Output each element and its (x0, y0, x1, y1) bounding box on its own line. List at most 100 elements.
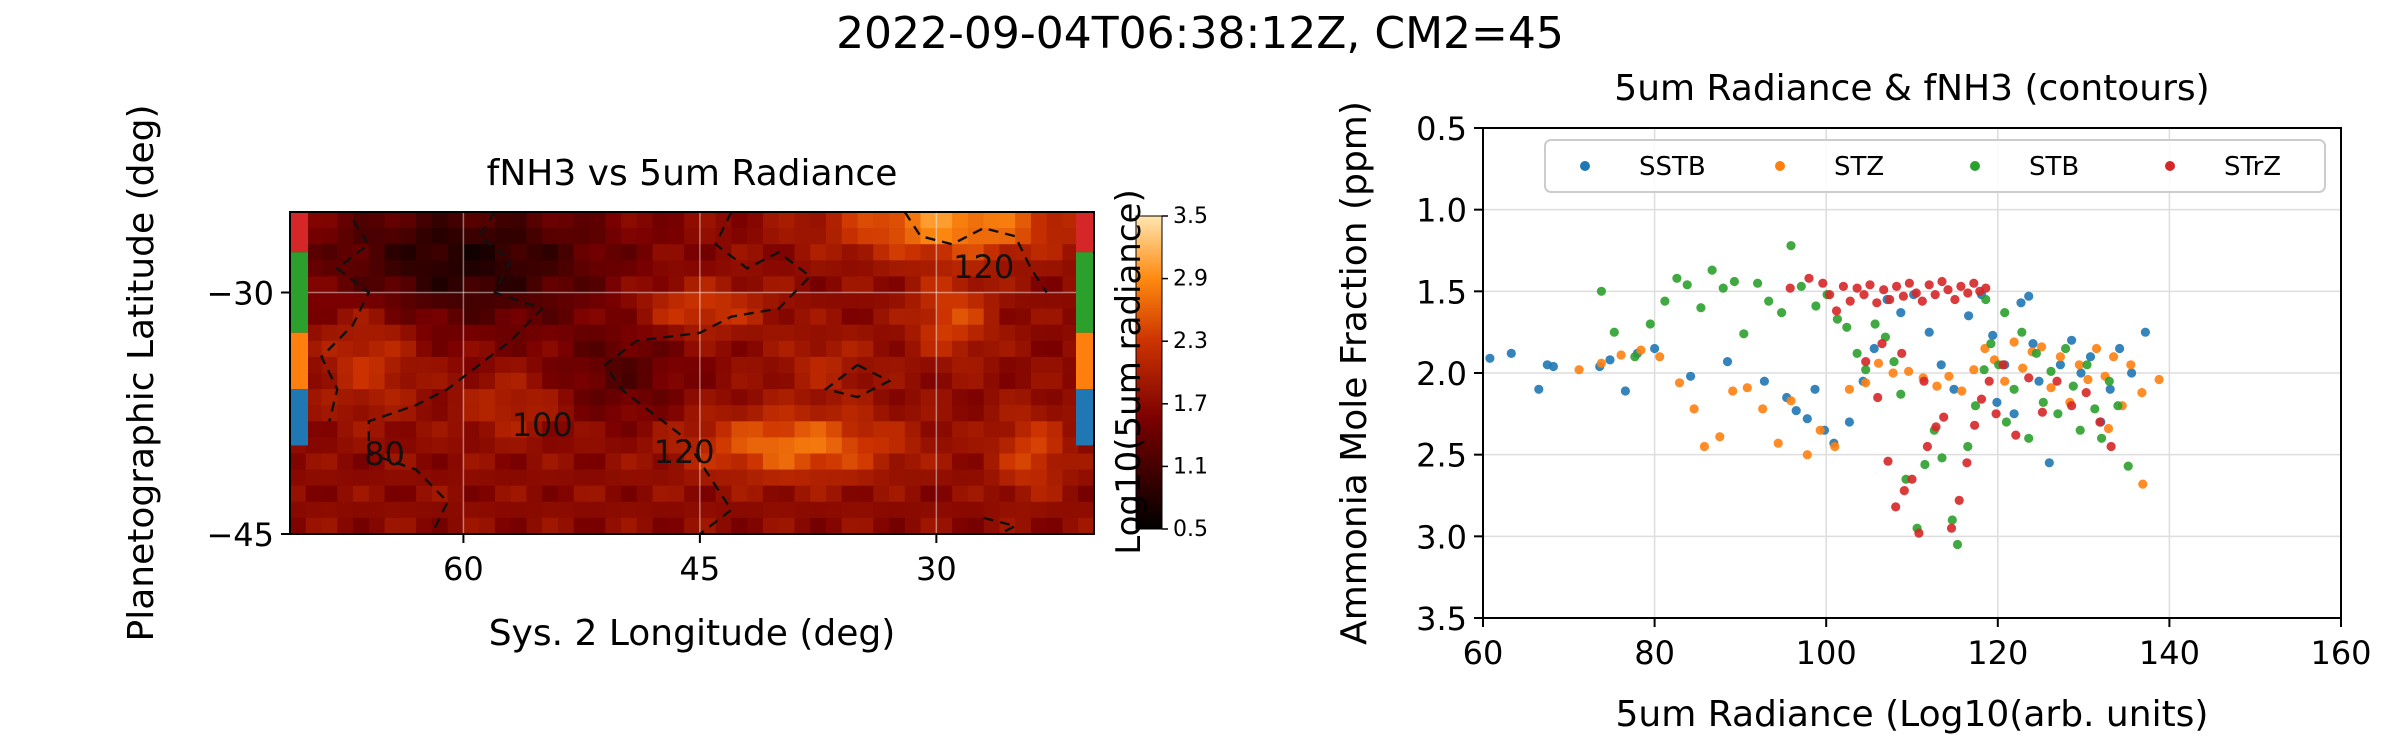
heatmap-cell (305, 260, 323, 277)
heatmap-cell (1030, 244, 1048, 261)
heatmap-cell (447, 405, 465, 422)
colorbar-tick-label: 2.9 (1173, 267, 1208, 292)
heatmap-cell (952, 517, 969, 535)
heatmap-cell (526, 421, 543, 438)
scatter-point-stb (1630, 352, 1640, 362)
heatmap-cell (952, 469, 969, 487)
heatmap-cell (715, 469, 733, 487)
heatmap-cell (337, 453, 354, 471)
scatter-point-strz (1883, 456, 1893, 466)
heatmap-cell (305, 405, 323, 422)
heatmap-cell (873, 485, 890, 503)
heatmap-cell (810, 485, 827, 503)
heatmap-cell (353, 373, 370, 390)
heatmap-cell (636, 373, 654, 390)
heatmap-cell (699, 276, 717, 294)
heatmap-cell (715, 340, 733, 358)
heatmap-cell (652, 485, 669, 503)
heatmap-cell (526, 356, 543, 374)
heatmap-cell (305, 212, 323, 229)
heatmap-cell (904, 340, 922, 358)
heatmap-cell (589, 421, 606, 438)
heatmap-cell (873, 228, 890, 245)
scatter-point-stb (1764, 296, 1774, 306)
heatmap-cell (904, 469, 922, 487)
heatmap-cell (479, 485, 496, 503)
heatmap-cell (794, 501, 811, 519)
contour-label: 120 (953, 248, 1014, 286)
heatmap-cell (447, 517, 465, 535)
scatter-point-sstb (1605, 355, 1615, 365)
heatmap-cell (337, 340, 354, 358)
heatmap-cell (526, 244, 543, 261)
heatmap-cell (810, 389, 827, 406)
heatmap-cell (558, 292, 575, 310)
heatmap-cell (510, 228, 528, 245)
heatmap-cell (999, 485, 1016, 503)
heatmap-cell (400, 437, 417, 455)
heatmap-cell (589, 340, 606, 358)
heatmap-xlabel: Sys. 2 Longitude (deg) (489, 613, 896, 654)
heatmap-cell (384, 308, 401, 326)
colorbar (1135, 215, 1163, 530)
heatmap-cell (747, 340, 764, 358)
heatmap-cell (967, 485, 985, 503)
scatter-point-strz (1904, 278, 1914, 288)
scatter-point-sstb (1936, 360, 1946, 370)
heatmap-cell (1030, 324, 1048, 342)
heatmap-cell (873, 389, 890, 406)
scatter-point-stz (1715, 432, 1725, 442)
heatmap-cell (778, 244, 796, 261)
heatmap-cell (621, 324, 638, 342)
scatter-point-strz (1954, 495, 1964, 505)
scatter-point-stz (2091, 343, 2102, 354)
scatter-point-stb (1796, 281, 1806, 291)
heatmap-cell (447, 308, 465, 326)
scatter-point-stb (2075, 425, 2085, 435)
heatmap-cell (715, 517, 733, 535)
heatmap-cell (368, 276, 386, 294)
heatmap-cell (621, 356, 638, 374)
heatmap-cell (416, 501, 433, 519)
scatter-point-stb (1986, 339, 1996, 349)
heatmap-cell (778, 228, 796, 245)
heatmap-frame (289, 211, 1095, 535)
y-tick-label: 2.5 (1416, 437, 1467, 475)
heatmap-cell (967, 389, 985, 406)
heatmap-cell (384, 501, 401, 519)
heatmap-cell (463, 260, 480, 277)
heatmap-cell (967, 276, 985, 294)
scatter-point-stz (2018, 363, 2028, 373)
scatter-point-stb (2053, 409, 2063, 419)
heatmap-cell (668, 485, 685, 503)
scatter-point-stz (1815, 425, 1825, 435)
heatmap-contours: 120 100 80 120 (320, 211, 1048, 536)
heatmap-cell (967, 260, 985, 277)
heatmap-cell (841, 453, 859, 471)
heatmap-cell (400, 469, 417, 487)
heatmap-cell (1046, 453, 1064, 471)
heatmap-cell (983, 244, 1001, 261)
heatmap-cell (889, 421, 906, 438)
heatmap-cell (715, 421, 733, 438)
heatmap-cell (747, 453, 764, 471)
heatmap-cell (1015, 228, 1032, 245)
heatmap-cell (1062, 421, 1079, 438)
heatmap-cell (510, 276, 528, 294)
heatmap-cell (542, 244, 559, 261)
heatmap-cell (826, 324, 843, 342)
heatmap-cell (920, 212, 937, 229)
heatmap-cell (715, 405, 733, 422)
heatmap-cell (416, 308, 433, 326)
heatmap-cell (305, 485, 323, 503)
heatmap-cell (857, 244, 874, 261)
heatmap-cell (920, 308, 937, 326)
heatmap-cell (621, 501, 638, 519)
heatmap-cell (652, 292, 669, 310)
heatmap-cell (1062, 308, 1079, 326)
heatmap-cell (337, 356, 354, 374)
heatmap-cell (778, 212, 796, 229)
heatmap-cell (558, 260, 575, 277)
heatmap-cell (699, 405, 717, 422)
heatmap-cell (1062, 228, 1079, 245)
